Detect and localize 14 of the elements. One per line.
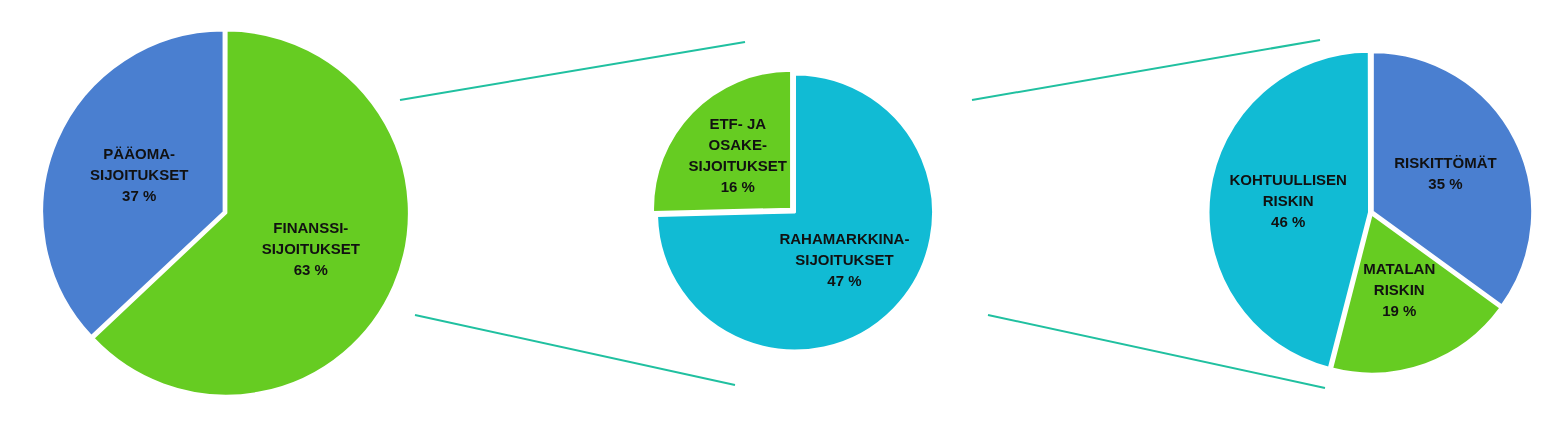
slice-label: RAHAMARKKINA-SIJOITUKSET <box>779 229 910 268</box>
data-label: 35 % <box>1428 175 1463 193</box>
data-label: 19 % <box>1382 302 1417 320</box>
slice-label: KOHTUULLISEN RISKIN <box>1229 171 1347 210</box>
slice-label: PÄÄOMA-SIJOITUKSET <box>90 144 189 183</box>
data-label: 63 % <box>293 260 328 278</box>
data-label: 46 % <box>1271 213 1306 231</box>
slice-label: RISKITTÖMÄT <box>1394 154 1497 172</box>
slice-label: FINANSSI-SIJOITUKSET <box>261 218 360 257</box>
data-label: 37 % <box>122 186 157 204</box>
slice-label: MATALAN RISKIN <box>1363 260 1436 299</box>
slice-label: ETF- JA OSAKE-SIJOITUKSET <box>688 115 787 175</box>
data-label: 16 % <box>720 178 755 196</box>
data-label: 47 % <box>827 271 862 289</box>
